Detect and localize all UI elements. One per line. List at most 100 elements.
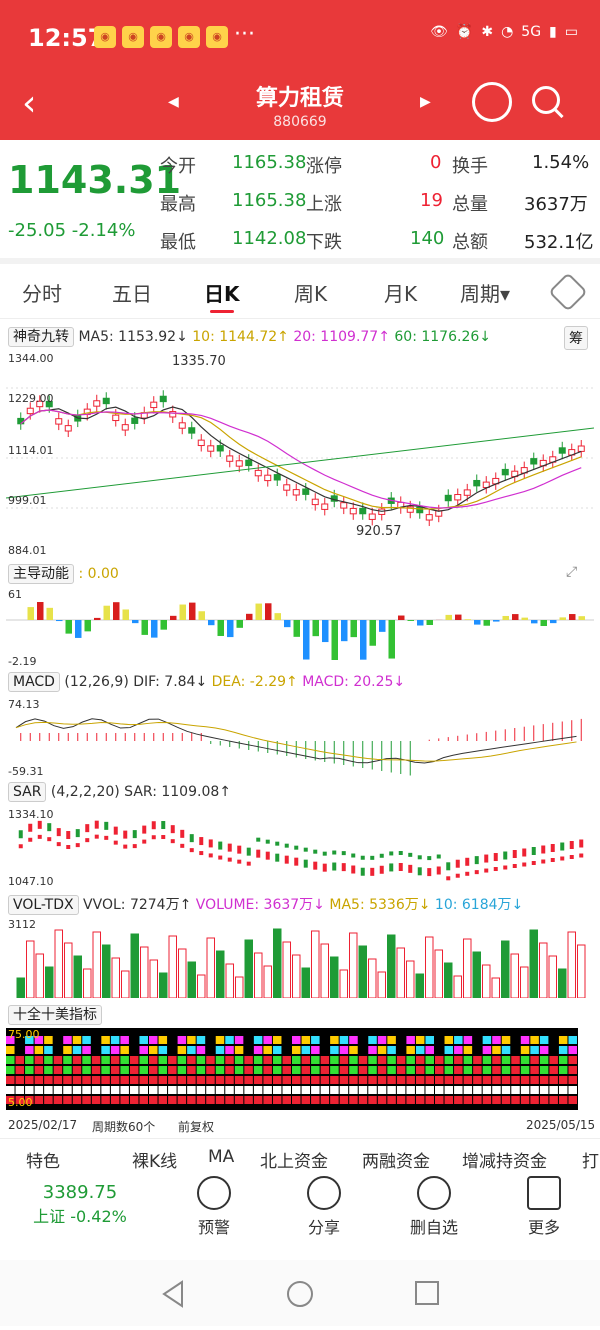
bell-icon xyxy=(197,1176,231,1210)
tenind-cell xyxy=(130,1096,139,1104)
tenind-cell xyxy=(378,1096,387,1104)
macd-chart[interactable] xyxy=(6,696,594,778)
vol-selector[interactable]: VOL-TDX xyxy=(8,895,79,915)
nav-alert[interactable]: 预警 xyxy=(174,1168,254,1238)
sar-chart[interactable] xyxy=(6,806,594,888)
macd-selector[interactable]: MACD xyxy=(8,672,60,692)
tenind-cell xyxy=(244,1066,253,1074)
tenind-cell xyxy=(292,1076,301,1084)
tenind-cell xyxy=(187,1096,196,1104)
next-stock-icon[interactable]: ▶ xyxy=(420,94,431,110)
sar-selector[interactable]: SAR xyxy=(8,782,46,802)
tenind-cell xyxy=(120,1056,129,1064)
tenind-cell xyxy=(502,1056,511,1064)
tenind-cell xyxy=(44,1056,53,1064)
candle xyxy=(293,490,299,495)
tenind-cell xyxy=(464,1056,473,1064)
tenind-selector[interactable]: 十全十美指标 xyxy=(8,1005,102,1025)
kline-chart[interactable] xyxy=(6,348,594,556)
tab-daily-k[interactable]: 日K xyxy=(204,278,240,307)
index-label: 上证 -0.42% xyxy=(30,1203,130,1227)
sar-candle xyxy=(237,846,241,854)
index-ticker[interactable]: 3389.75 上证 -0.42% xyxy=(30,1182,130,1227)
zd-selector[interactable]: 主导动能 xyxy=(8,564,74,584)
vol-bar xyxy=(568,932,576,998)
tenind-cell xyxy=(282,1096,291,1104)
tab-5day[interactable]: 五日 xyxy=(112,278,152,307)
vol-bar xyxy=(131,934,139,998)
sar-candle xyxy=(47,823,51,831)
candle xyxy=(246,460,252,465)
tenind-cell xyxy=(445,1086,454,1094)
tenind-cell xyxy=(130,1066,139,1074)
settings-icon[interactable] xyxy=(548,272,588,312)
bar xyxy=(493,620,500,622)
tab-period[interactable]: 周期▾ xyxy=(460,278,510,307)
vol-ma10: 10: 6184万↓ xyxy=(435,897,523,913)
bar xyxy=(389,620,396,659)
tenind-cell xyxy=(302,1036,311,1044)
tenind-cell xyxy=(340,1096,349,1104)
tenind-cell xyxy=(502,1086,511,1094)
tenind-cell xyxy=(130,1056,139,1064)
notification-app-icon: ◉ xyxy=(122,26,144,48)
tenind-cell xyxy=(197,1096,206,1104)
tenind-cell xyxy=(530,1036,539,1044)
chip-distribution-button[interactable]: 筹 xyxy=(564,326,588,350)
nav-more[interactable]: 更多 xyxy=(504,1168,584,1238)
tenind-cell xyxy=(63,1076,72,1084)
vol-bar xyxy=(340,970,348,998)
tenind-cell xyxy=(511,1066,520,1074)
tenind-cell xyxy=(454,1036,463,1044)
nav-remove-watchlist[interactable]: 删自选 xyxy=(394,1168,474,1238)
search-icon[interactable] xyxy=(532,86,560,114)
toolbar-ma[interactable]: MA xyxy=(208,1147,234,1167)
candle xyxy=(502,469,508,474)
tenind-cell xyxy=(368,1096,377,1104)
bar xyxy=(75,620,82,638)
volume-chart[interactable] xyxy=(6,916,594,998)
candle xyxy=(312,499,318,504)
tenind-cell xyxy=(521,1066,530,1074)
sar-candle xyxy=(228,844,232,852)
sar-candle xyxy=(266,852,270,860)
sar-dot xyxy=(66,845,70,849)
candle xyxy=(303,489,309,494)
tenind-chart[interactable] xyxy=(6,1028,578,1110)
tenind-cell xyxy=(397,1076,406,1084)
adjust-mode[interactable]: 前复权 xyxy=(178,1118,214,1135)
vol-bar xyxy=(255,953,263,998)
expand-icon[interactable]: ⤢ xyxy=(566,564,577,580)
bar xyxy=(85,620,92,631)
tenind-cell xyxy=(406,1036,415,1044)
tenind-cell xyxy=(483,1036,492,1044)
zd-chart[interactable] xyxy=(6,584,594,666)
tenind-cell xyxy=(425,1066,434,1074)
vol-bar xyxy=(207,938,215,998)
sar-dot xyxy=(579,854,583,858)
nav-share[interactable]: 分享 xyxy=(284,1168,364,1238)
sar-dot xyxy=(123,845,127,849)
tenind-cell xyxy=(349,1096,358,1104)
tenind-cell xyxy=(483,1096,492,1104)
tenind-cell xyxy=(120,1076,129,1084)
sar-candle xyxy=(342,863,346,871)
bar xyxy=(170,616,177,620)
main-indicator-selector[interactable]: 神奇九转 xyxy=(8,327,74,347)
tab-monthly-k[interactable]: 月K xyxy=(384,278,417,307)
macd-dif: DIF: 7.84↓ xyxy=(133,674,207,690)
candle xyxy=(227,456,233,461)
tenind-cell xyxy=(101,1056,110,1064)
tab-weekly-k[interactable]: 周K xyxy=(294,278,327,307)
sar-candle xyxy=(152,821,156,829)
sar-candle xyxy=(199,837,203,845)
tenind-cell xyxy=(82,1086,91,1094)
tenind-cell xyxy=(73,1096,82,1104)
assistant-icon[interactable] xyxy=(472,82,512,122)
tenind-cell xyxy=(406,1076,415,1084)
tenind-cell xyxy=(187,1056,196,1064)
tenind-cell xyxy=(464,1086,473,1094)
tenind-cell xyxy=(378,1076,387,1084)
candle xyxy=(103,398,109,403)
tab-intraday[interactable]: 分时 xyxy=(22,278,62,307)
